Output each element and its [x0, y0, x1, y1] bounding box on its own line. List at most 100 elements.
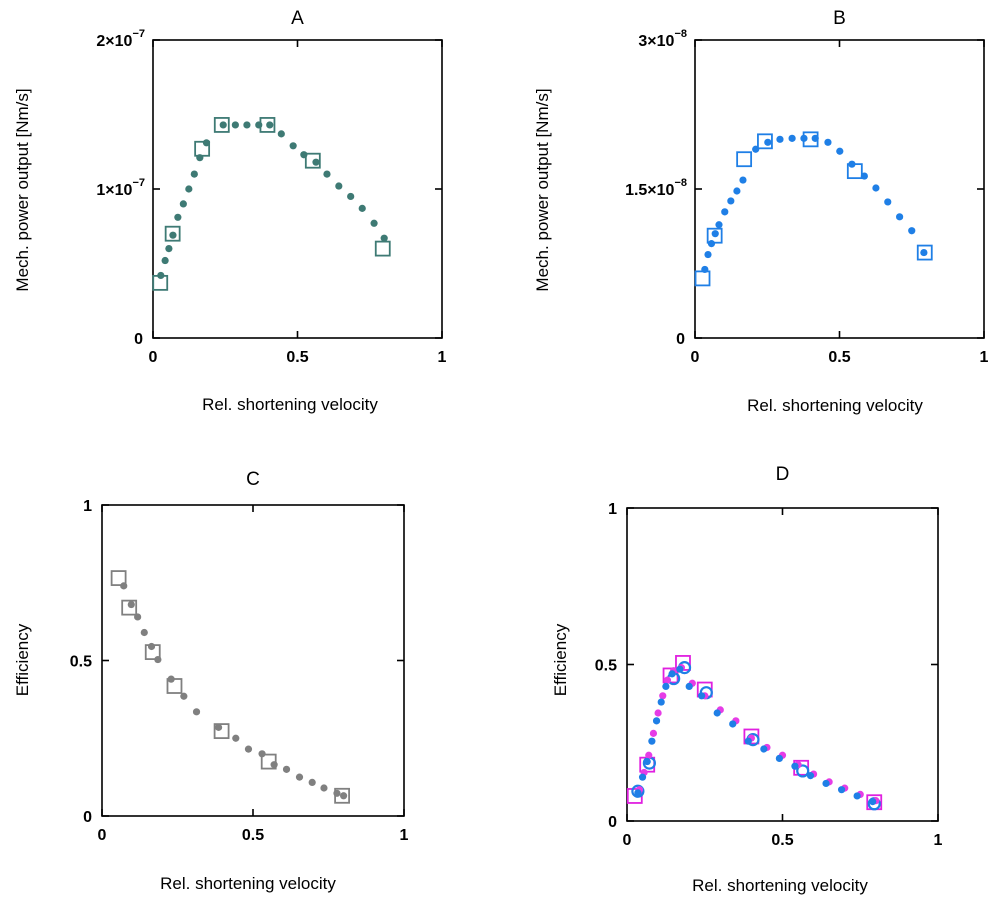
- data-point: [657, 698, 665, 706]
- data-circle: [631, 784, 645, 798]
- data-point: [192, 708, 201, 716]
- data-point: [120, 582, 128, 590]
- panel-title: D: [776, 464, 790, 485]
- y-tick-label: 0: [134, 331, 143, 348]
- data-point: [179, 200, 187, 208]
- data-point: [668, 670, 676, 678]
- data-point: [713, 709, 721, 717]
- x-tick-label: 0.5: [771, 832, 793, 849]
- data-circle: [796, 764, 810, 778]
- y-axis-label: Efficiency: [551, 623, 570, 696]
- data-point: [896, 213, 904, 221]
- data-point: [333, 789, 341, 797]
- data-point: [157, 271, 165, 280]
- x-tick-label: 0: [623, 832, 632, 849]
- data-point: [266, 121, 274, 129]
- data-point: [638, 773, 647, 781]
- x-axis-label: Rel. shortening velocity: [747, 396, 923, 415]
- data-point: [645, 751, 653, 759]
- data-point: [219, 121, 227, 129]
- data-point: [811, 134, 819, 142]
- series-model: [701, 134, 928, 274]
- y-axis-label: Efficiency: [13, 623, 32, 696]
- panel-a: A 0 0.5 1 0 1×10−7 2×10−7 Rel. shortening veloc…: [13, 8, 447, 414]
- data-point: [335, 182, 343, 190]
- x-tick-label: 1: [400, 827, 409, 844]
- data-point: [869, 797, 877, 806]
- data-point: [649, 729, 658, 737]
- data-point: [140, 628, 148, 637]
- data-point: [196, 154, 204, 162]
- data-point: [165, 245, 173, 253]
- data-point: [853, 792, 861, 800]
- x-tick-label: 1: [438, 349, 447, 366]
- data-point: [648, 737, 656, 745]
- data-point: [788, 134, 796, 142]
- data-point: [643, 757, 651, 766]
- panel-b: B 0 0.5 1 0 1.5×10−8 3×10−8 Rel. shortening vel…: [533, 8, 989, 415]
- plot-frame: [101, 504, 405, 817]
- data-point: [739, 176, 747, 184]
- data-point: [231, 121, 239, 129]
- data-point: [837, 786, 846, 794]
- plot-frame: [152, 39, 443, 339]
- x-axis-label: Rel. shortening velocity: [160, 874, 336, 893]
- data-point: [347, 192, 355, 201]
- data-point: [258, 750, 266, 758]
- data-point: [654, 709, 662, 717]
- y-tick-label: 1: [83, 498, 92, 515]
- panel-d: D 0 0.5 1 0 0.5 1 Rel. shortening velocity Effic…: [551, 464, 943, 895]
- y-tick-label: 1: [608, 501, 617, 518]
- data-point: [370, 219, 378, 227]
- y-axis-label: Mech. power output [Nm/s]: [13, 88, 32, 291]
- data-point: [232, 734, 240, 742]
- x-axis-label: Rel. shortening velocity: [692, 876, 868, 895]
- data-point: [744, 737, 752, 745]
- x-axis-label: Rel. shortening velocity: [202, 395, 378, 414]
- data-point: [727, 197, 735, 205]
- data-point: [662, 682, 670, 691]
- data-point: [800, 134, 808, 142]
- data-square: [121, 599, 138, 616]
- data-square: [736, 151, 753, 168]
- data-point: [270, 761, 278, 769]
- data-point: [822, 779, 830, 788]
- data-point: [147, 642, 156, 651]
- data-point: [277, 130, 285, 138]
- data-point: [134, 613, 142, 621]
- data-point: [685, 682, 693, 691]
- x-tick-label: 0.5: [242, 827, 264, 844]
- x-tick-label: 0.5: [828, 349, 850, 366]
- x-tick-label: 0: [149, 349, 158, 366]
- data-point: [663, 676, 672, 684]
- x-tick-label: 0: [691, 349, 700, 366]
- data-point: [312, 158, 320, 166]
- series-model-blue: [634, 665, 877, 806]
- x-tick-label: 1: [934, 832, 943, 849]
- y-tick-label: 1×10−7: [96, 177, 145, 199]
- data-point: [634, 789, 642, 797]
- y-tick-label: 1.5×10−8: [625, 177, 687, 199]
- y-tick-label: 0: [676, 331, 685, 348]
- data-point: [715, 221, 723, 229]
- data-point: [676, 665, 684, 673]
- data-point: [860, 172, 868, 180]
- data-point: [244, 745, 253, 753]
- y-tick-label: 0.5: [70, 654, 92, 671]
- data-point: [764, 138, 772, 146]
- data-point: [729, 720, 737, 728]
- data-point: [908, 227, 916, 235]
- x-tick-label: 1: [980, 349, 989, 366]
- data-point: [300, 151, 308, 159]
- data-point: [289, 142, 297, 150]
- panel-title: C: [246, 469, 260, 490]
- data-square: [374, 240, 391, 257]
- data-point: [836, 147, 844, 155]
- data-square: [213, 723, 230, 739]
- data-point: [752, 145, 760, 153]
- series-experiment: [110, 570, 350, 804]
- data-point: [721, 208, 729, 216]
- data-point: [154, 655, 162, 664]
- panel-title: A: [291, 8, 304, 29]
- panel-c: C 0 0.5 1 0 0.5 1 Rel. shortening velocity Effic…: [13, 469, 409, 893]
